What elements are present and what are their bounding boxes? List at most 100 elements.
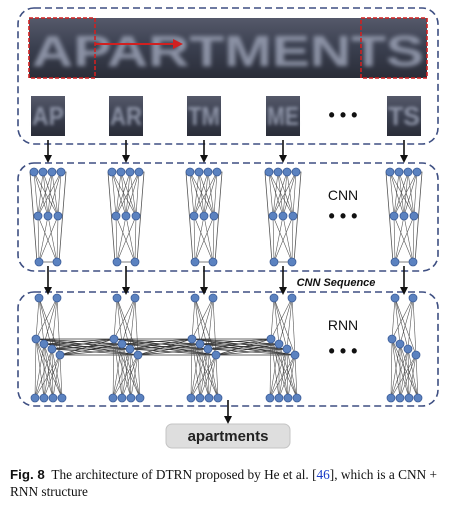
cnn-node (264, 167, 274, 177)
cnn-node (33, 211, 43, 221)
figure-label: Fig. 8 (10, 467, 45, 482)
cnn-node (408, 257, 418, 267)
cnn-node (291, 167, 301, 177)
rnn-node (213, 393, 223, 403)
cnn-node (189, 211, 199, 221)
cnn-node (43, 211, 53, 221)
cnn-column (264, 167, 302, 267)
cnn-node (130, 257, 140, 267)
input-crop-image: TS (387, 96, 421, 136)
cnn-ellipsis: • • • (329, 206, 358, 226)
output-word: apartments (188, 428, 269, 445)
rnn-ellipsis: • • • (329, 341, 358, 361)
cnn-node (34, 257, 44, 267)
rnn-node (109, 334, 119, 344)
rnn-label: RNN (328, 317, 358, 333)
cnn-node (111, 211, 121, 221)
rnn-node (387, 334, 397, 344)
cnn-node (47, 167, 57, 177)
input-crop-image: TM (187, 96, 221, 136)
input-word-text: APARTMENTS (32, 27, 424, 76)
input-crop-text: TS (388, 101, 420, 131)
reference-link[interactable]: 46 (316, 467, 330, 482)
input-crop-text: TM (188, 101, 220, 131)
cnn-node (212, 167, 222, 177)
rnn-node (52, 293, 62, 303)
rnn-nodes (186, 293, 223, 403)
input-section-border (17, 7, 439, 145)
cnn-section-border (17, 162, 439, 272)
cnn-node (38, 167, 48, 177)
cnn-node (409, 211, 419, 221)
cnn-sequence-label: CNN Sequence (297, 277, 376, 289)
cnn-node (278, 211, 288, 221)
caption-text-before: The architecture of DTRN proposed by He … (51, 467, 317, 482)
rnn-column (269, 297, 298, 399)
cnn-node (125, 167, 135, 177)
rnn-node (274, 339, 284, 349)
rnn-nodes (30, 293, 67, 403)
cnn-node (273, 167, 283, 177)
rnn-node (125, 344, 135, 354)
rnn-node (404, 393, 414, 403)
rnn-node (190, 293, 200, 303)
rnn-column (390, 297, 419, 399)
input-crop-text: AP (32, 101, 64, 131)
cnn-node (209, 211, 219, 221)
rnn-node (186, 393, 196, 403)
rnn-node (117, 339, 127, 349)
rnn-nodes (386, 293, 423, 403)
crop-ellipsis: • • • (329, 105, 358, 125)
input-crop-text: ME (267, 101, 299, 131)
rnn-node (282, 344, 292, 354)
rnn-node (135, 393, 145, 403)
cnn-node (52, 257, 62, 267)
rnn-node (57, 393, 67, 403)
cnn-node (269, 257, 279, 267)
cnn-node (282, 167, 292, 177)
cnn-node (194, 167, 204, 177)
rnn-node (211, 350, 221, 360)
cnn-node (389, 211, 399, 221)
rnn-node (386, 393, 396, 403)
cnn-column (29, 167, 67, 267)
rnn-node (408, 293, 418, 303)
rnn-node (208, 293, 218, 303)
rnn-node (411, 350, 421, 360)
rnn-node (112, 293, 122, 303)
rnn-node (290, 350, 300, 360)
cnn-node (185, 167, 195, 177)
input-crop-image: AR (109, 96, 143, 136)
cnn-node (268, 211, 278, 221)
rnn-section-border (17, 291, 439, 407)
rnn-node (126, 393, 136, 403)
rnn-nodes (108, 293, 145, 403)
rnn-node (395, 339, 405, 349)
cnn-column (107, 167, 145, 267)
rnn-node (203, 344, 213, 354)
cnn-node (412, 167, 422, 177)
rnn-node (292, 393, 302, 403)
sliding-window-end-box (360, 17, 428, 79)
rnn-node (39, 393, 49, 403)
cnn-node (112, 257, 122, 267)
cnn-node (131, 211, 141, 221)
rnn-node (403, 344, 413, 354)
cnn-node (121, 211, 131, 221)
rnn-node (269, 293, 279, 303)
cnn-node (199, 211, 209, 221)
rnn-node (413, 393, 423, 403)
rnn-node (48, 393, 58, 403)
cnn-node (390, 257, 400, 267)
dtrn-architecture-diagram: APARTMENTS AP AR TM ME TS • • • CNN • • • CN… (17, 7, 439, 449)
cnn-node (116, 167, 126, 177)
rnn-node (130, 293, 140, 303)
output-box (165, 423, 291, 449)
sliding-window-start-box (28, 17, 96, 79)
cnn-node (107, 167, 117, 177)
cnn-node (29, 167, 39, 177)
rnn-node (30, 393, 40, 403)
rnn-nodes (265, 293, 302, 403)
input-crop-image: ME (266, 96, 300, 136)
cnn-node (53, 211, 63, 221)
